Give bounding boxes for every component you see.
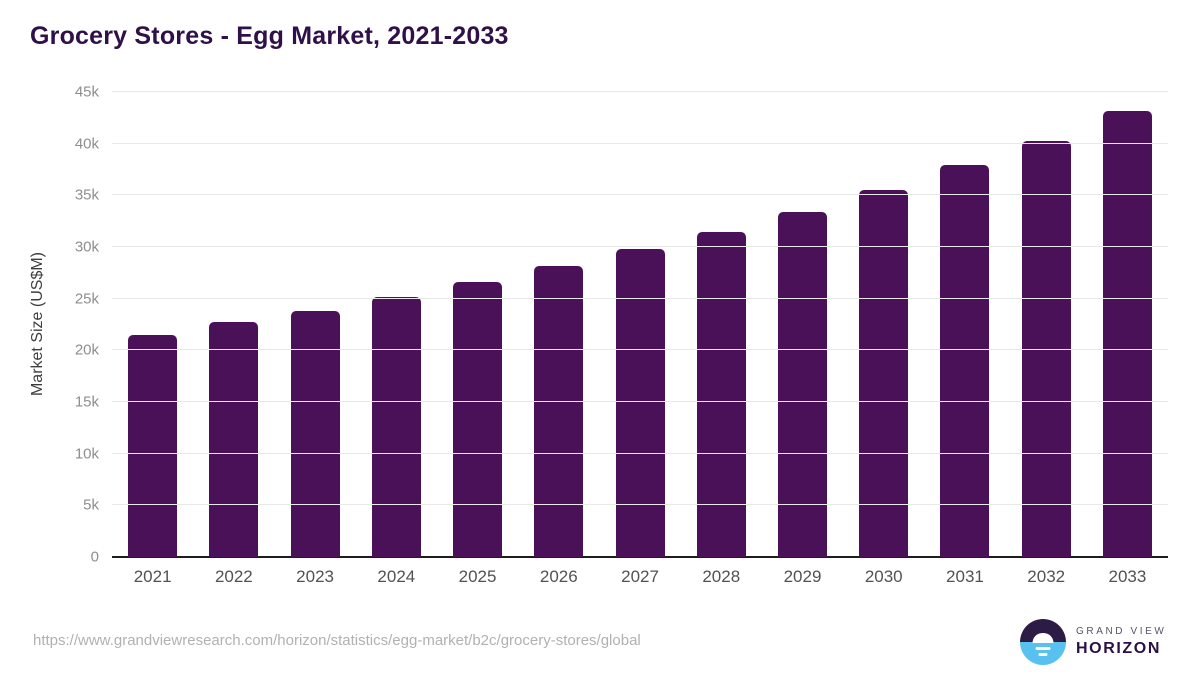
logo-brand-line: GRAND VIEW — [1076, 626, 1167, 637]
y-tick-label: 15k — [74, 393, 99, 411]
bar-slot — [112, 92, 193, 557]
bar-slot — [681, 92, 762, 557]
x-tick-label: 2027 — [621, 567, 659, 586]
logo-product-line: HORIZON — [1076, 640, 1161, 657]
x-tick-label: 2032 — [1027, 567, 1066, 586]
page-title: Grocery Stores - Egg Market, 2021-2033 — [30, 22, 509, 50]
reflection-line-icon — [1038, 653, 1048, 656]
bars-row — [112, 92, 1168, 557]
gridline — [112, 246, 1168, 248]
x-tick-label: 2024 — [377, 567, 416, 586]
bar-2022[interactable] — [209, 322, 259, 557]
bar-slot — [1087, 92, 1168, 557]
bar-2033[interactable] — [1102, 110, 1152, 557]
gridline — [112, 401, 1168, 403]
bar-slot — [274, 92, 355, 557]
y-tick-label: 30k — [74, 238, 99, 256]
bar-2023[interactable] — [290, 311, 340, 557]
gridline — [112, 194, 1168, 196]
bar-slot — [762, 92, 843, 557]
y-tick-label: 40k — [74, 135, 99, 153]
x-tick-label: 2031 — [946, 567, 984, 586]
x-axis-line — [112, 556, 1168, 558]
y-tick-label: 45k — [74, 83, 99, 101]
y-tick-label: 35k — [74, 186, 99, 204]
bar-2027[interactable] — [615, 249, 665, 557]
x-tick-label: 2030 — [864, 567, 903, 586]
y-axis-title: Market Size (US$M) — [29, 251, 46, 397]
x-axis-labels: 2021 2022 2023 2024 2025 2026 2027 2028 2029 2030… — [112, 567, 1168, 587]
x-tick-label: 2029 — [783, 567, 822, 586]
x-tick-label: 2033 — [1108, 567, 1147, 586]
gridline — [112, 504, 1168, 506]
bar-slot — [599, 92, 680, 557]
x-tick-label: 2028 — [702, 567, 741, 586]
bar-slot — [1006, 92, 1087, 557]
gridline — [112, 452, 1168, 454]
plot-area: 0 5k 10k 15k 20k 25k 30k 35k 40k 45k — [75, 85, 1168, 565]
x-tick-label: 2023 — [296, 567, 334, 586]
bar-slot — [437, 92, 518, 557]
bar-2024[interactable] — [371, 296, 421, 557]
bar-2032[interactable] — [1021, 140, 1071, 557]
y-tick-label: 20k — [74, 341, 99, 359]
bar-2021[interactable] — [128, 334, 178, 557]
y-tick-label: 10k — [74, 445, 99, 463]
x-tick-label: 2025 — [458, 567, 497, 586]
gridline — [112, 297, 1168, 299]
source-url: https://www.grandviewresearch.com/horizo… — [33, 632, 641, 649]
y-tick-label: 0 — [90, 548, 99, 566]
gridline — [112, 349, 1168, 351]
bar-2026[interactable] — [534, 265, 584, 557]
x-tick-label: 2021 — [133, 567, 172, 586]
gridline — [112, 142, 1168, 144]
reflection-line-icon — [1035, 647, 1051, 650]
bar-2030[interactable] — [859, 190, 909, 557]
bar-2031[interactable] — [940, 165, 990, 557]
bar-2029[interactable] — [777, 211, 827, 557]
grand-view-horizon-logo: GRAND VIEW HORIZON — [1020, 619, 1166, 665]
bar-2025[interactable] — [453, 282, 503, 557]
sun-icon — [1032, 633, 1054, 643]
gridline — [112, 91, 1168, 92]
bar-slot — [356, 92, 437, 557]
bar-slot — [518, 92, 599, 557]
y-tick-label: 25k — [74, 290, 99, 308]
x-tick-label: 2022 — [214, 567, 253, 586]
bar-slot — [843, 92, 924, 557]
bar-slot — [193, 92, 274, 557]
x-tick-label: 2026 — [539, 567, 578, 586]
sun-over-horizon-icon — [1020, 619, 1066, 665]
logo-text: GRAND VIEW HORIZON — [1076, 627, 1166, 657]
bar-slot — [924, 92, 1005, 557]
bar-2028[interactable] — [696, 231, 746, 557]
y-tick-label: 5k — [83, 496, 99, 514]
